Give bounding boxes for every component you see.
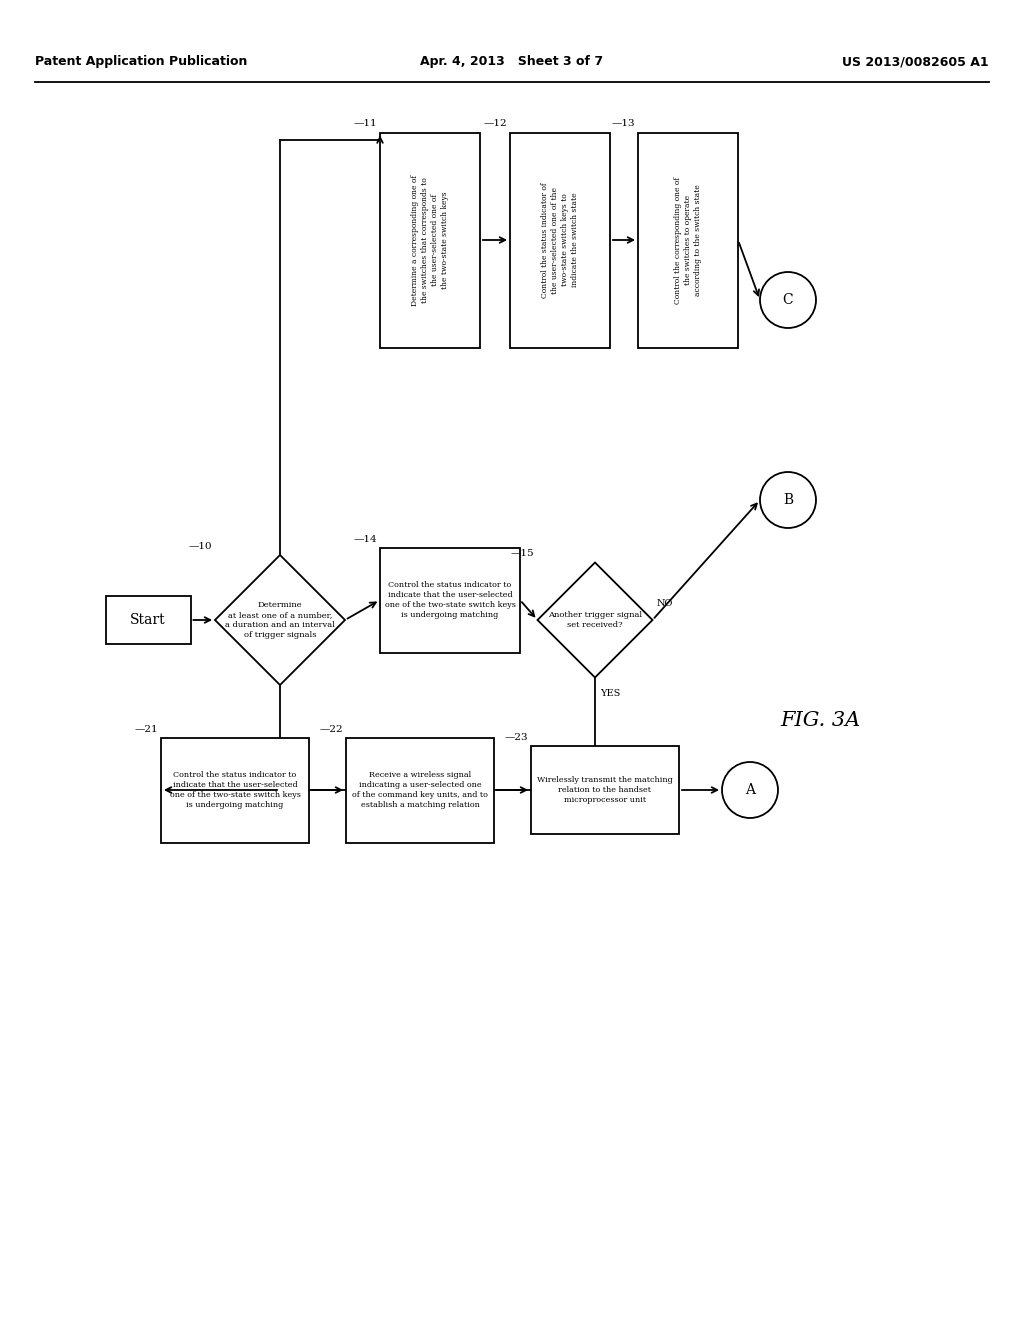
Text: —14: —14 [353,535,377,544]
Text: B: B [783,492,793,507]
Text: Receive a wireless signal
indicating a user-selected one
of the command key unit: Receive a wireless signal indicating a u… [352,771,488,809]
Text: Another trigger signal
set received?: Another trigger signal set received? [548,611,642,628]
Text: —21: —21 [134,725,158,734]
Text: —12: —12 [483,120,507,128]
Polygon shape [538,562,652,677]
Text: —10: —10 [188,543,212,550]
Bar [105,597,190,644]
Bar [510,132,610,347]
Text: Patent Application Publication: Patent Application Publication [35,55,248,69]
Bar [638,132,738,347]
Text: Determine
at least one of a number,
a duration and an interval
of trigger signal: Determine at least one of a number, a du… [225,602,335,639]
Circle shape [760,473,816,528]
Bar [346,738,494,842]
Polygon shape [215,554,345,685]
Text: Control the status indicator to
indicate that the user-selected
one of the two-s: Control the status indicator to indicate… [170,771,300,809]
Text: Start: Start [130,612,166,627]
Text: —15: —15 [511,549,535,558]
Bar [380,132,480,347]
Text: Control the status indicator to
indicate that the user-selected
one of the two-s: Control the status indicator to indicate… [385,581,515,619]
Text: A: A [745,783,755,797]
Text: FIG. 3A: FIG. 3A [780,710,860,730]
Bar [161,738,309,842]
Bar [531,746,679,834]
Text: Control the corresponding one of
the switches to operate
according to the switch: Control the corresponding one of the swi… [674,177,701,304]
Text: —11: —11 [353,120,377,128]
Bar [380,548,520,652]
Circle shape [722,762,778,818]
Text: Apr. 4, 2013   Sheet 3 of 7: Apr. 4, 2013 Sheet 3 of 7 [421,55,603,69]
Text: C: C [782,293,794,308]
Circle shape [760,272,816,327]
Text: US 2013/0082605 A1: US 2013/0082605 A1 [843,55,989,69]
Text: Wirelessly transmit the matching
relation to the handset
microprocessor unit: Wirelessly transmit the matching relatio… [538,776,673,804]
Text: YES: YES [600,689,621,698]
Text: NO: NO [656,599,673,609]
Text: Determine a corresponding one of
the switches that corresponds to
the user-selec: Determine a corresponding one of the swi… [412,174,449,305]
Text: —23: —23 [505,733,528,742]
Text: Control the status indicator of
the user-selected one of the
two-state switch ke: Control the status indicator of the user… [542,182,579,298]
Text: —13: —13 [611,120,635,128]
Text: —22: —22 [319,725,343,734]
